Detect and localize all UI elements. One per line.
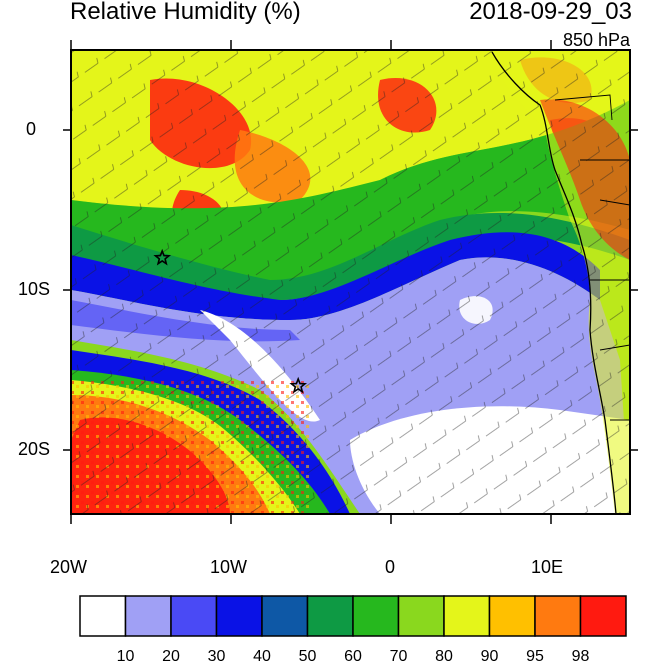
legend-colorbar — [79, 595, 627, 637]
legend-swatch — [261, 595, 309, 637]
lat-label-10s: 10S — [18, 279, 51, 299]
markers-layer — [153, 248, 308, 394]
lon-label-20w: 20W — [50, 557, 88, 577]
legend-label: 90 — [480, 648, 499, 665]
legend-swatch — [488, 595, 536, 637]
legend-label: 10 — [116, 648, 135, 665]
legend-swatch — [579, 595, 627, 637]
legend-swatch — [352, 595, 400, 637]
legend-label: 80 — [435, 648, 453, 665]
star-marker-north — [153, 248, 172, 266]
legend-swatch — [215, 595, 263, 637]
map-field — [71, 50, 630, 514]
map-title: Relative Humidity (%) — [70, 0, 301, 25]
legend-swatch — [397, 595, 445, 637]
star-marker-south — [289, 376, 308, 394]
legend-label: 50 — [298, 648, 317, 665]
legend-label: 98 — [571, 648, 590, 665]
lon-label-0: 0 — [385, 557, 396, 577]
legend-swatch — [306, 595, 354, 637]
legend-swatch — [170, 595, 218, 637]
lat-label-0: 0 — [26, 119, 37, 139]
legend-swatch — [443, 595, 491, 637]
map-timestamp: 2018-09-29_03 — [469, 0, 632, 25]
lon-label-10w: 10W — [210, 557, 248, 577]
lat-label-20s: 20S — [18, 439, 51, 459]
legend-swatch — [534, 595, 582, 637]
legend-label: 40 — [253, 648, 271, 665]
map-frame — [70, 49, 631, 515]
axis-ticks — [63, 40, 638, 524]
legend-label: 30 — [207, 648, 226, 665]
legend-swatch — [124, 595, 172, 637]
legend-label: 95 — [526, 648, 544, 665]
legend-label: 70 — [389, 648, 408, 665]
legend-swatch — [79, 595, 127, 637]
legend-label: 60 — [344, 648, 362, 665]
lon-label-10e: 10E — [531, 557, 564, 577]
legend-label: 20 — [162, 648, 180, 665]
pressure-level-label: 850 hPa — [562, 30, 630, 50]
